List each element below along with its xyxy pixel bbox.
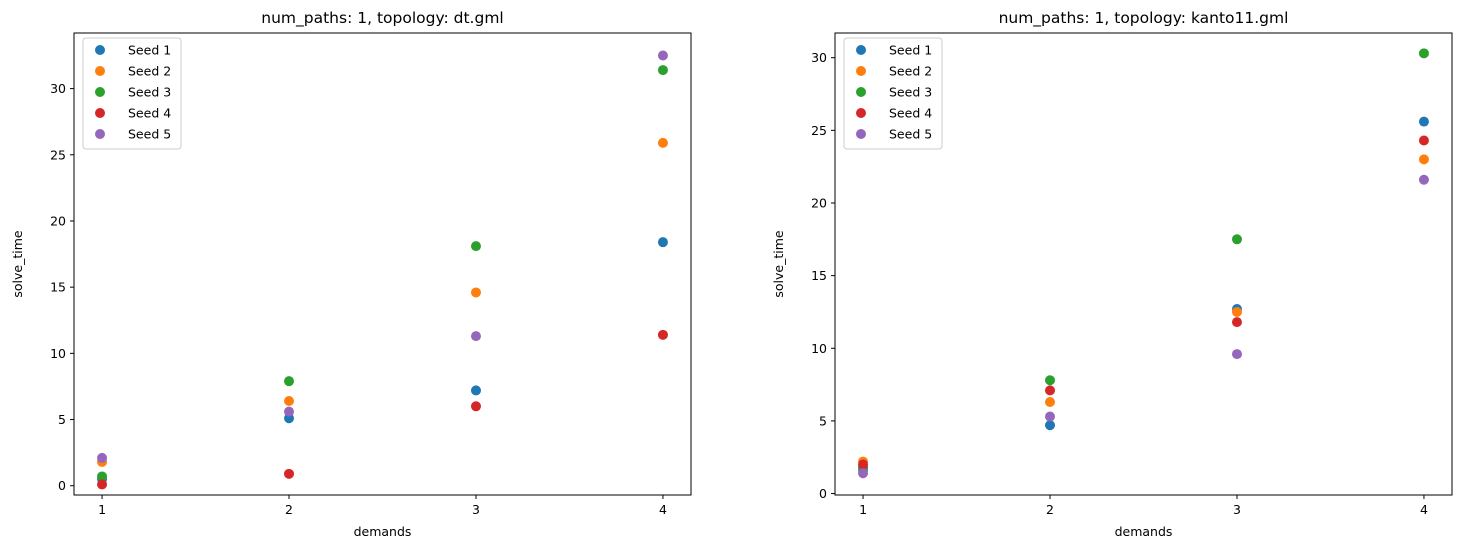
y-tick-label: 25 [50,147,66,162]
legend-marker [95,87,105,97]
y-tick-label: 30 [50,81,66,96]
y-tick-label: 15 [811,268,827,283]
legend-label: Seed 2 [889,64,932,79]
y-tick-label: 20 [50,213,66,228]
data-point [657,237,668,248]
series-seed-4 [97,329,668,490]
series-seed-5 [97,50,668,463]
legend-frame [843,37,943,150]
data-point [1231,317,1242,328]
chart-title: num_paths: 1, topology: kanto11.gml [999,9,1289,28]
data-point [1045,385,1056,396]
legend-label: Seed 4 [889,106,932,121]
data-point [1045,375,1056,386]
legend-frame [82,37,182,150]
x-tick-label: 4 [1420,502,1428,517]
y-tick-label: 10 [811,341,827,356]
y-tick-label: 0 [819,486,827,501]
data-point [1231,349,1242,360]
data-point [1418,48,1429,59]
data-point [657,65,668,76]
data-point [1045,397,1056,408]
y-tick-label: 15 [50,280,66,295]
y-tick-label: 20 [811,195,827,210]
data-point [470,385,481,396]
data-point [858,459,869,470]
data-point [470,331,481,342]
data-point [1231,306,1242,317]
legend-label: Seed 3 [889,85,932,100]
y-axis-label: solve_time [771,230,786,298]
x-tick-label: 1 [98,502,106,517]
x-tick-label: 4 [659,502,667,517]
series-seed-3 [97,65,668,482]
y-tick-label: 30 [811,50,827,65]
legend-marker [95,45,105,55]
legend-label: Seed 1 [128,43,171,58]
chart-panel-1: num_paths: 1, topology: dt.gml 1 2 3 4 0 5 10 15… [10,9,692,539]
legend-marker [95,108,105,118]
x-axis-label: demands [354,524,412,539]
data-point [97,479,108,490]
data-point [1418,135,1429,146]
x-tick-label: 1 [859,502,867,517]
data-point [284,376,295,387]
y-tick-label: 5 [819,413,827,428]
x-tick-label: 2 [285,502,293,517]
data-point [284,406,295,417]
data-point [1418,116,1429,127]
legend-label: Seed 2 [128,64,171,79]
legend-marker [95,66,105,76]
legend-label: Seed 5 [889,127,932,142]
data-point [284,468,295,479]
legend-marker [95,129,105,139]
data-point [97,452,108,463]
y-tick-label: 0 [58,478,66,493]
data-point [470,401,481,412]
legend-marker [856,66,866,76]
chart-title: num_paths: 1, topology: dt.gml [261,9,503,28]
legend-label: Seed 3 [128,85,171,100]
x-tick-label: 3 [472,502,480,517]
x-tick-label: 3 [1233,502,1241,517]
data-point [97,471,108,482]
legend-label: Seed 4 [128,106,171,121]
x-tick-label: 2 [1046,502,1054,517]
legend-label: Seed 5 [128,127,171,142]
data-point [858,468,869,479]
series-seed-5 [858,174,1429,479]
data-point [657,329,668,340]
chart-panel-2: num_paths: 1, topology: kanto11.gml 1 2 3 4 0… [771,9,1453,539]
y-tick-label: 5 [58,412,66,427]
data-point [1045,411,1056,422]
data-point [1045,420,1056,431]
y-tick-label: 25 [811,123,827,138]
data-point [470,287,481,298]
legend-marker [856,45,866,55]
legend: Seed 1 Seed 2 Seed 3 Seed 4 Seed 5 [82,37,182,150]
data-point [470,241,481,252]
y-tick-label: 10 [50,346,66,361]
data-point [1418,174,1429,185]
data-point [1231,234,1242,245]
legend-marker [856,108,866,118]
data-point [657,50,668,61]
y-axis-label: solve_time [10,230,25,298]
series-seed-4 [858,135,1429,470]
data-point [284,396,295,407]
legend: Seed 1 Seed 2 Seed 3 Seed 4 Seed 5 [843,37,943,150]
x-axis-label: demands [1115,524,1173,539]
legend-label: Seed 1 [889,43,932,58]
legend-marker [856,129,866,139]
data-point [657,137,668,148]
legend-marker [856,87,866,97]
data-point [1418,154,1429,165]
